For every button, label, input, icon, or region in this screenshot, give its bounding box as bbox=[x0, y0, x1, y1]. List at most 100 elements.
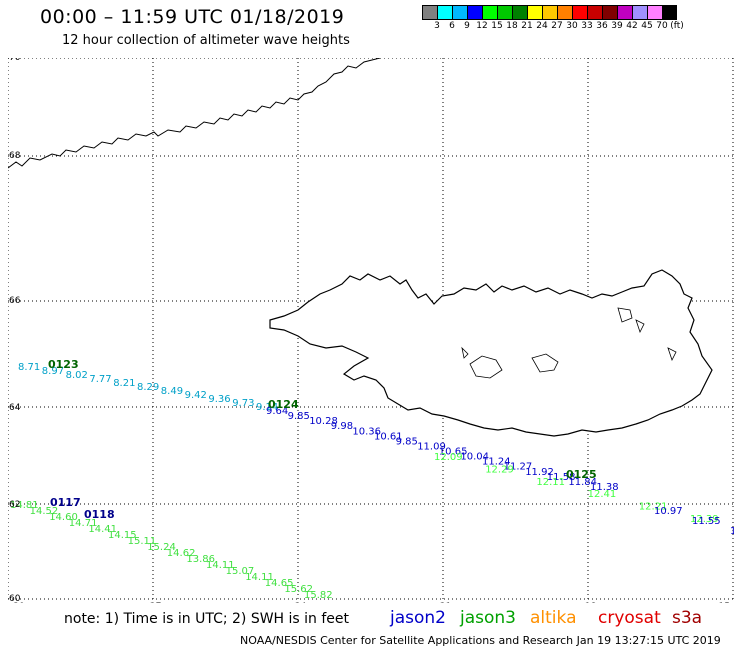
latitude-label: 62 bbox=[9, 500, 20, 510]
latitude-label: 64 bbox=[9, 403, 21, 413]
longitude-label: -24 bbox=[292, 602, 307, 603]
wave-height-value: 15.82 bbox=[304, 590, 333, 601]
latitude-label: 68 bbox=[9, 151, 21, 161]
wave-height-value: 14.15 bbox=[108, 530, 137, 541]
color-swatch bbox=[512, 5, 527, 20]
longitude-label: -30 bbox=[10, 602, 25, 603]
color-swatch bbox=[542, 5, 557, 20]
color-scale-label: 24 bbox=[536, 21, 548, 31]
wave-height-value: 15.11 bbox=[128, 536, 157, 547]
color-swatch bbox=[662, 5, 677, 20]
cycle-label: 0117 bbox=[50, 496, 81, 509]
color-swatch bbox=[557, 5, 572, 20]
wave-height-value: 10.65 bbox=[439, 447, 468, 458]
wave-height-value: 8.21 bbox=[113, 378, 135, 389]
wave-height-value: 14.71 bbox=[69, 518, 98, 529]
color-scale-label: 3 bbox=[434, 21, 440, 31]
color-swatch bbox=[647, 5, 662, 20]
longitude-labels: -30 -27 -24 -21 -18 -15 bbox=[10, 602, 730, 603]
color-scale-label: 70 bbox=[656, 21, 668, 31]
page-subtitle: 12 hour collection of altimeter wave hei… bbox=[62, 33, 350, 48]
color-scale-label: 30 bbox=[566, 21, 578, 31]
wave-height-value: 13.86 bbox=[186, 554, 215, 565]
wave-height-value: 12.29 bbox=[485, 464, 514, 475]
iceland-coastline bbox=[269, 269, 713, 437]
satellite-legend-altika: altika bbox=[530, 608, 577, 628]
latitude-label: 66 bbox=[9, 296, 21, 306]
wave-height-value: 12.11 bbox=[536, 477, 565, 488]
color-swatch bbox=[467, 5, 482, 20]
color-scale-label: 9 bbox=[464, 21, 470, 31]
satellite-legend-jason3: jason3 bbox=[460, 608, 516, 628]
color-scale-label: (ft) bbox=[670, 21, 684, 31]
wave-height-value: 15.24 bbox=[147, 542, 176, 553]
wave-height-value: 12.21 bbox=[639, 502, 668, 513]
wave-height-value: 8.02 bbox=[66, 370, 88, 381]
wave-height-value: 9.73 bbox=[232, 398, 254, 409]
wave-height-value: 11.27 bbox=[504, 462, 533, 473]
wave-height-value: 8.71 bbox=[18, 362, 40, 373]
wave-height-value: 11.55 bbox=[692, 516, 721, 527]
wave-height-value: 11.84 bbox=[568, 477, 597, 488]
color-scale-label: 6 bbox=[449, 21, 455, 31]
satellite-legend-cryosat: cryosat bbox=[598, 608, 661, 628]
wave-height-value: 9.85 bbox=[396, 436, 418, 447]
credit-line: NOAA/NESDIS Center for Satellite Applica… bbox=[240, 634, 721, 647]
wave-height-value: 9.42 bbox=[185, 390, 207, 401]
satellite-legend-s3a: s3a bbox=[672, 608, 703, 628]
wave-height-value: 8.49 bbox=[161, 386, 183, 397]
wave-height-value: 14.52 bbox=[30, 506, 59, 517]
color-swatch bbox=[572, 5, 587, 20]
page-title: 00:00 – 11:59 UTC 01/18/2019 bbox=[40, 6, 345, 28]
wave-height-value: 11.92 bbox=[525, 467, 554, 478]
color-scale-label: 15 bbox=[491, 21, 503, 31]
color-swatch bbox=[422, 5, 437, 20]
wave-height-value: 10.36 bbox=[352, 426, 381, 437]
altimeter-tracks: 8.71 8.97 8.02 7.77 8.21 8.29 8.49 9.42 9.36 9.73… bbox=[10, 362, 734, 601]
wave-height-map: 8.71 8.97 8.02 7.77 8.21 8.29 8.49 9.42 9.36 9.73… bbox=[8, 58, 734, 603]
longitude-label: -21 bbox=[437, 602, 452, 603]
wave-height-value: 14.81 bbox=[10, 500, 39, 511]
color-swatch bbox=[437, 5, 452, 20]
wave-height-value: 14.62 bbox=[167, 548, 196, 559]
color-scale-label: 12 bbox=[476, 21, 488, 31]
color-scale-label: 18 bbox=[506, 21, 518, 31]
longitude-label: -18 bbox=[582, 602, 597, 603]
iceland-lakes bbox=[461, 307, 677, 379]
wave-height-value: 9.85 bbox=[288, 411, 310, 422]
cycle-label: 0123 bbox=[48, 358, 79, 371]
greenland-coastline bbox=[8, 58, 381, 169]
wave-height-value: 9.98 bbox=[331, 421, 353, 432]
color-swatch bbox=[632, 5, 647, 20]
color-swatch bbox=[452, 5, 467, 20]
wave-height-value: 8.97 bbox=[42, 366, 64, 377]
wave-height-value: 15.07 bbox=[226, 566, 255, 577]
cycle-label: 0118 bbox=[84, 508, 115, 521]
wave-height-value: 12.41 bbox=[588, 489, 617, 500]
wave-height-value: 14.65 bbox=[265, 578, 294, 589]
wave-height-value: 9.64 bbox=[266, 406, 288, 417]
color-swatch bbox=[617, 5, 632, 20]
wave-height-value: 12.09 bbox=[434, 452, 463, 463]
color-swatch bbox=[527, 5, 542, 20]
wave-height-value: 12.39 bbox=[690, 514, 719, 525]
wave-height-value: 11.58 bbox=[547, 472, 576, 483]
wave-height-value: 11.09 bbox=[417, 442, 446, 453]
footer-note: note: 1) Time is in UTC; 2) SWH is in fe… bbox=[64, 611, 350, 627]
wave-height-value: 10.97 bbox=[654, 506, 683, 517]
satellite-legend-jason2: jason2 bbox=[390, 608, 446, 628]
wave-height-value: 8.29 bbox=[137, 382, 159, 393]
wave-height-value: 14.41 bbox=[88, 524, 117, 535]
wave-height-value: 10.28 bbox=[309, 416, 338, 427]
wave-height-value: 14.60 bbox=[49, 512, 78, 523]
wave-height-value: 11.38 bbox=[590, 482, 619, 493]
color-swatch bbox=[482, 5, 497, 20]
wave-height-value: 7.77 bbox=[89, 374, 111, 385]
wave-height-value: 14.11 bbox=[206, 560, 235, 571]
longitude-label: -27 bbox=[147, 602, 162, 603]
color-scale-label: 27 bbox=[551, 21, 563, 31]
wave-height-value: 9.36 bbox=[208, 394, 230, 405]
wave-height-value: 11.24 bbox=[482, 457, 511, 468]
color-swatch bbox=[587, 5, 602, 20]
color-scale-labels: 3 6 9 12 15 18 21 24 27 30 33 36 39 42 45 70 (ft) bbox=[422, 21, 740, 35]
